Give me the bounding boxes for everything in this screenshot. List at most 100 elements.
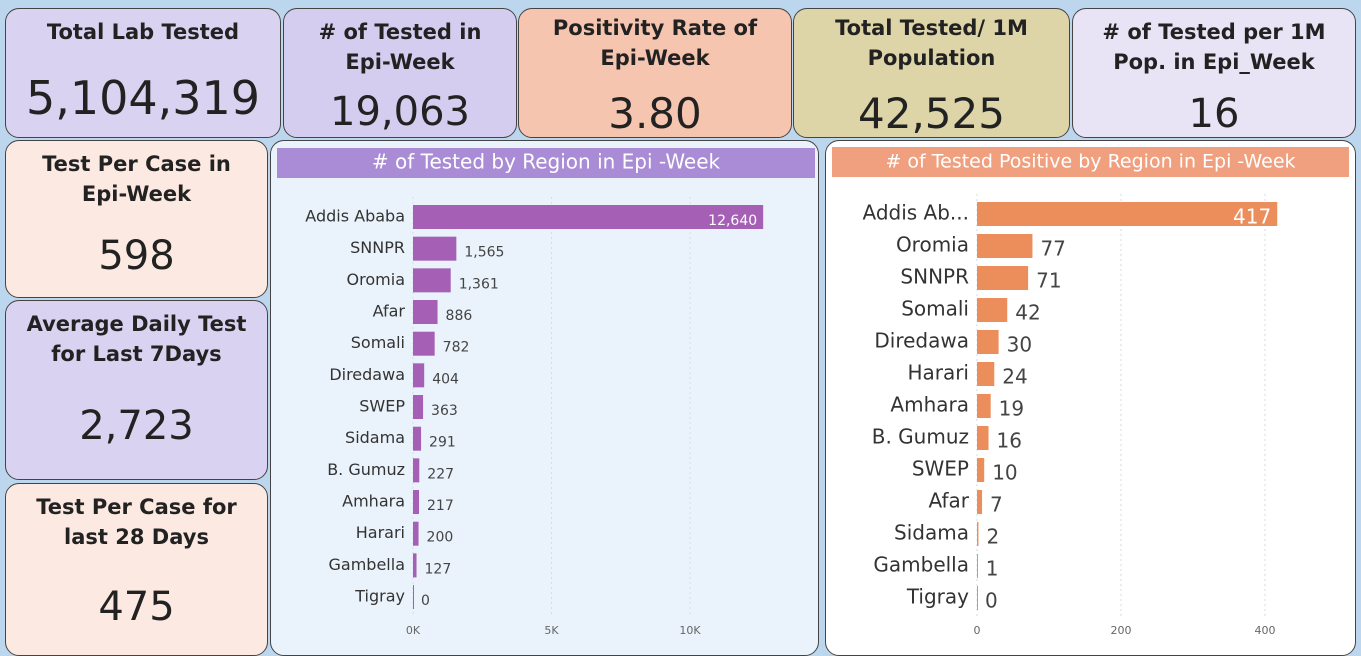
category-label: Afar (373, 302, 406, 321)
bar (977, 362, 995, 386)
category-label: Addis Ababa (305, 207, 405, 226)
data-label: 10 (992, 461, 1017, 485)
data-label: 16 (997, 429, 1022, 453)
kpi-label: Total Tested/ 1M Population (835, 16, 1028, 70)
category-label: SNNPR (900, 265, 969, 289)
chart-title: # of Tested by Region in Epi -Week (372, 150, 721, 174)
x-tick-label: 200 (1111, 624, 1132, 637)
bar (413, 521, 419, 546)
bar (977, 426, 989, 450)
category-label: Tigray (354, 587, 405, 606)
bar (977, 234, 1033, 258)
data-label: 71 (1036, 269, 1061, 293)
bar (413, 205, 764, 229)
data-label: 363 (431, 403, 458, 419)
category-label: Somali (351, 333, 405, 352)
category-label: Tigray (906, 585, 969, 609)
data-label: 42 (1015, 301, 1040, 325)
data-label: 782 (443, 340, 470, 356)
data-label: 1,361 (459, 276, 499, 292)
category-label: Somali (901, 297, 969, 321)
kpi-card: Average Daily Test for Last 7Days 2,723 (5, 300, 268, 480)
kpi-card: Total Lab Tested 5,104,319 (5, 8, 281, 138)
kpi-value: 598 (98, 233, 175, 279)
x-tick-label: 0K (406, 624, 421, 637)
x-tick-label: 0 (974, 624, 981, 637)
bar (413, 268, 451, 293)
bar (977, 522, 979, 546)
data-label: 200 (427, 530, 454, 546)
kpi-label: # of Tested per 1M Pop. in Epi_Week (1102, 20, 1326, 74)
data-label: 217 (427, 498, 454, 514)
data-label: 127 (425, 561, 452, 577)
category-label: Diredawa (874, 329, 969, 353)
category-label: B. Gumuz (327, 460, 405, 479)
data-label: 417 (1233, 205, 1271, 229)
category-label: SWEP (359, 397, 405, 416)
kpi-label: Total Lab Tested (46, 20, 240, 44)
kpi-card: Positivity Rate of Epi-Week 3.80 (518, 8, 792, 138)
bar (413, 426, 422, 451)
data-label: 30 (1007, 333, 1032, 357)
category-label: SNNPR (350, 238, 405, 257)
bar (977, 298, 1008, 322)
category-label: Amhara (342, 492, 405, 511)
chart-title-bar (832, 147, 1349, 177)
data-label: 1 (986, 557, 999, 581)
category-label: Amhara (890, 393, 969, 417)
data-label: 12,640 (708, 213, 757, 229)
bar (977, 394, 991, 418)
x-tick-label: 5K (544, 624, 559, 637)
kpi-value: 42,525 (858, 89, 1005, 138)
bar (413, 363, 425, 388)
data-label: 1,565 (464, 245, 504, 261)
bar (413, 300, 438, 325)
kpi-value: 475 (98, 584, 175, 630)
kpi-label: Positivity Rate of Epi-Week (552, 16, 758, 70)
category-label: SWEP (912, 457, 969, 481)
bar (413, 331, 435, 356)
kpi-label: # of Tested in Epi-Week (318, 20, 482, 74)
kpi-card: Test Per Case in Epi-Week 598 (5, 140, 268, 298)
data-label: 0 (985, 589, 998, 613)
kpi-label: Average Daily Test for Last 7Days (26, 312, 247, 366)
bar (413, 553, 417, 578)
x-tick-label: 400 (1255, 624, 1276, 637)
bar (413, 458, 420, 483)
bar (977, 266, 1029, 290)
kpi-card: # of Tested in Epi-Week 19,063 (283, 8, 517, 138)
chart-title-bar (277, 148, 815, 178)
kpi-card: # of Tested per 1M Pop. in Epi_Week 16 (1072, 8, 1356, 138)
bar (413, 490, 420, 515)
data-label: 291 (429, 435, 456, 451)
kpi-value: 5,104,319 (25, 71, 261, 125)
data-label: 886 (446, 308, 473, 324)
data-label: 24 (1002, 365, 1027, 389)
bar (413, 395, 424, 420)
category-label: Gambella (873, 553, 969, 577)
kpi-card: Total Tested/ 1M Population 42,525 (793, 8, 1070, 138)
bar (977, 586, 978, 610)
kpi-label: Test Per Case in Epi-Week (42, 152, 231, 206)
category-label: B. Gumuz (872, 425, 969, 449)
category-label: Sidama (345, 428, 405, 447)
category-label: Oromia (347, 270, 405, 289)
bar (977, 458, 985, 482)
bar (977, 202, 1278, 226)
category-label: Gambella (329, 555, 405, 574)
category-label: Oromia (896, 233, 969, 257)
kpi-value: 3.80 (608, 89, 702, 138)
data-label: 404 (432, 371, 459, 387)
category-label: Diredawa (329, 365, 405, 384)
data-label: 19 (999, 397, 1024, 421)
kpi-value: 19,063 (330, 89, 470, 135)
kpi-label: Test Per Case for last 28 Days (36, 495, 237, 549)
bar (977, 554, 978, 578)
bar (413, 585, 414, 610)
bar (413, 236, 457, 261)
data-label: 7 (990, 493, 1003, 517)
category-label: Harari (356, 523, 405, 542)
bar (977, 330, 999, 354)
